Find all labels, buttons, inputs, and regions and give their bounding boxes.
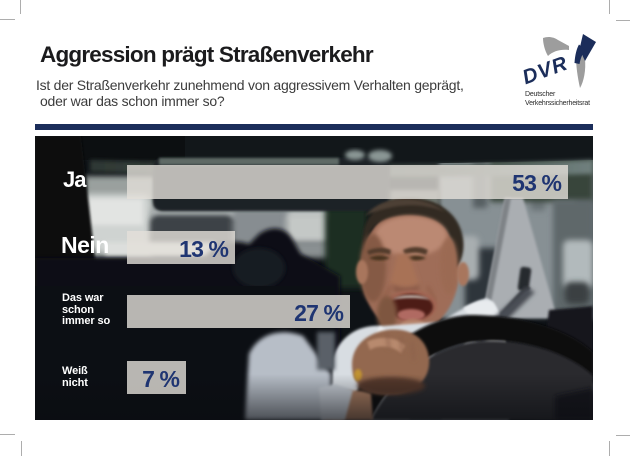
- svg-text:DVR: DVR: [519, 52, 571, 90]
